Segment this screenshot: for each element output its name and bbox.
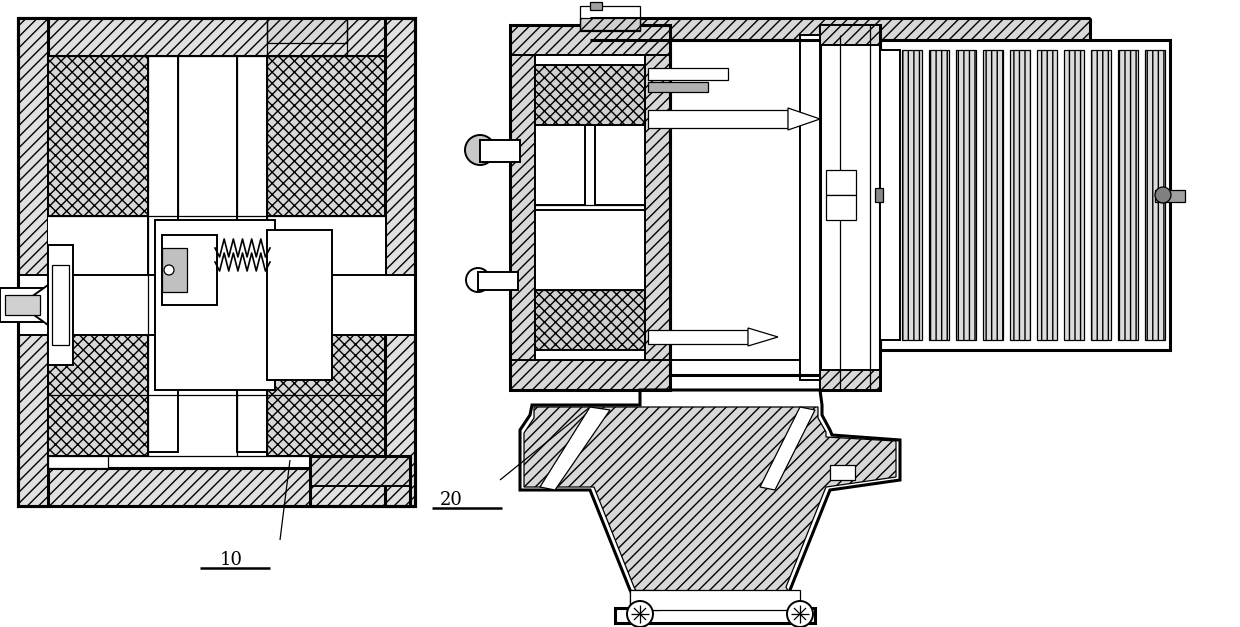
Bar: [830, 465, 856, 480]
Bar: [310, 456, 410, 506]
Bar: [480, 140, 520, 162]
Bar: [267, 56, 384, 216]
Bar: [267, 296, 384, 456]
Bar: [1145, 50, 1166, 340]
Bar: [615, 608, 815, 623]
Bar: [19, 468, 415, 506]
Bar: [649, 330, 748, 344]
Bar: [48, 56, 384, 452]
Bar: [48, 245, 73, 365]
Bar: [880, 40, 1171, 350]
Bar: [19, 275, 415, 335]
Bar: [580, 6, 640, 31]
Bar: [148, 56, 179, 452]
Bar: [477, 272, 518, 290]
Bar: [267, 230, 332, 380]
Bar: [820, 25, 880, 390]
Bar: [1091, 50, 1111, 340]
Bar: [48, 56, 148, 216]
Bar: [649, 82, 708, 92]
Polygon shape: [787, 108, 820, 130]
Polygon shape: [520, 390, 900, 610]
Polygon shape: [525, 407, 897, 606]
Bar: [670, 125, 820, 360]
Bar: [800, 35, 820, 380]
Bar: [48, 456, 108, 468]
Circle shape: [466, 268, 490, 292]
Bar: [0, 288, 48, 322]
Text: 20: 20: [440, 491, 463, 509]
Bar: [384, 18, 415, 506]
Bar: [510, 25, 670, 390]
Bar: [237, 56, 267, 452]
Bar: [901, 50, 923, 340]
Bar: [19, 18, 48, 506]
Bar: [649, 68, 728, 80]
Bar: [162, 235, 217, 305]
Bar: [534, 290, 645, 350]
Bar: [645, 55, 670, 360]
Bar: [875, 188, 883, 202]
Bar: [590, 18, 1090, 40]
Bar: [1064, 50, 1084, 340]
Bar: [1011, 50, 1030, 340]
Bar: [19, 18, 415, 506]
Bar: [510, 360, 670, 390]
Bar: [52, 265, 69, 345]
Bar: [155, 220, 275, 390]
Circle shape: [164, 265, 174, 275]
Bar: [5, 295, 40, 315]
Bar: [510, 25, 670, 55]
Bar: [19, 18, 415, 56]
Bar: [267, 18, 347, 56]
Bar: [833, 467, 852, 478]
Polygon shape: [760, 407, 815, 490]
Bar: [534, 210, 645, 290]
Text: 10: 10: [219, 551, 243, 569]
Bar: [162, 248, 187, 292]
Bar: [310, 456, 410, 486]
Circle shape: [465, 135, 495, 165]
Bar: [649, 110, 787, 128]
Polygon shape: [20, 285, 48, 325]
Bar: [1037, 50, 1056, 340]
Bar: [956, 50, 976, 340]
Polygon shape: [748, 328, 777, 346]
Bar: [480, 142, 510, 160]
Bar: [595, 125, 645, 205]
Bar: [590, 2, 601, 10]
Bar: [534, 65, 645, 125]
Bar: [820, 25, 880, 45]
Bar: [630, 590, 660, 610]
Bar: [820, 370, 880, 390]
Polygon shape: [539, 407, 610, 490]
Bar: [635, 593, 795, 607]
Bar: [880, 50, 900, 340]
Bar: [983, 50, 1003, 340]
Bar: [929, 50, 949, 340]
Circle shape: [1154, 187, 1171, 203]
Bar: [534, 125, 585, 205]
Bar: [510, 55, 534, 360]
Bar: [48, 296, 148, 456]
Bar: [534, 55, 645, 360]
Bar: [1154, 190, 1185, 202]
Bar: [826, 195, 856, 220]
Bar: [48, 456, 78, 468]
Bar: [826, 170, 856, 195]
Bar: [630, 590, 800, 610]
Bar: [267, 18, 347, 43]
Circle shape: [787, 601, 813, 627]
Bar: [1118, 50, 1138, 340]
Circle shape: [627, 601, 653, 627]
Bar: [580, 18, 640, 30]
